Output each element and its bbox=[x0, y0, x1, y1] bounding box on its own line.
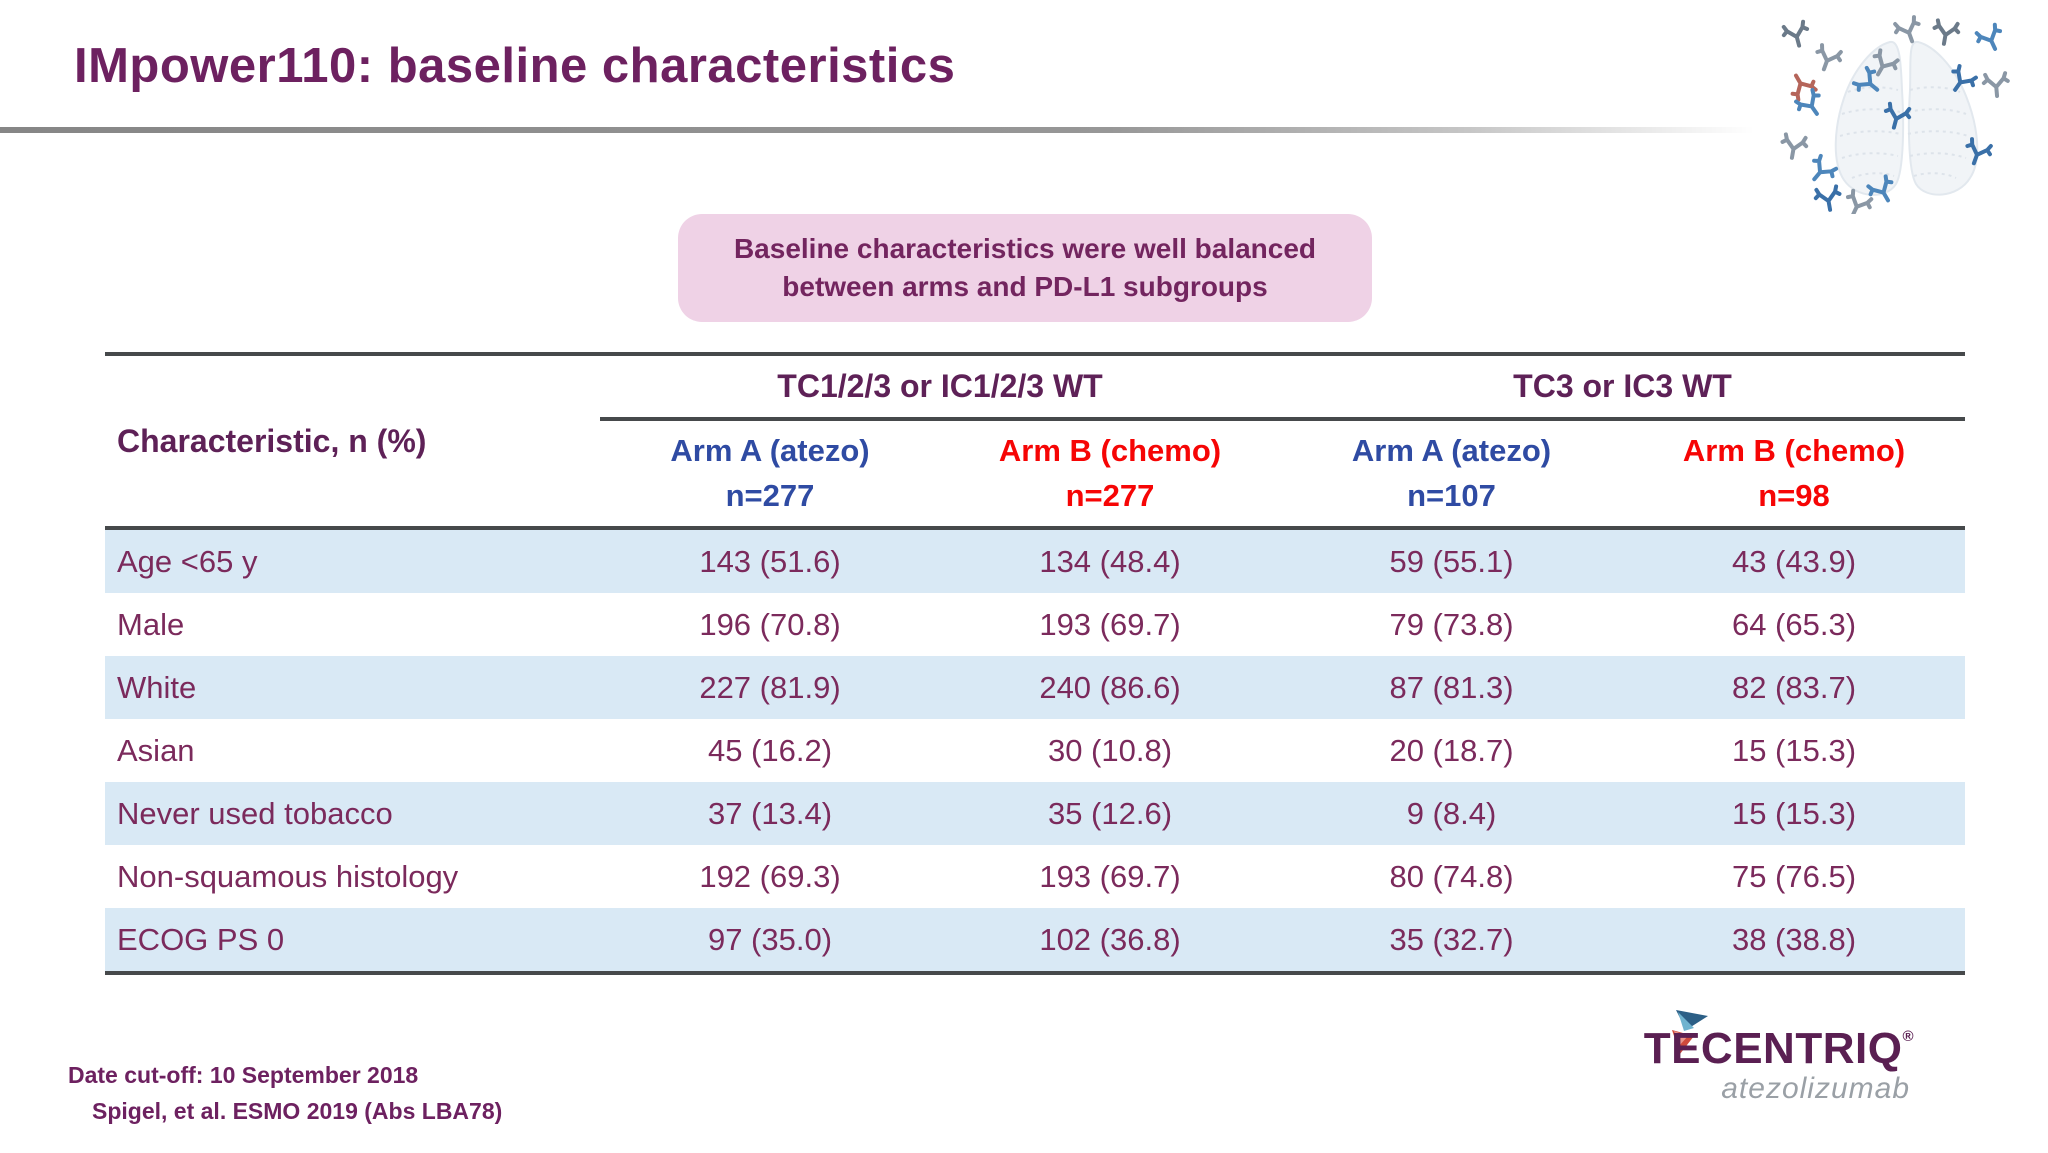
tecentriq-logo: TECENTRIQ® atezolizumab bbox=[1644, 1002, 1914, 1112]
column-header-arm-a-wt: Arm A (atezo) n=277 bbox=[600, 428, 940, 518]
table-row-male: Male 196 (70.8) 193 (69.7) 79 (73.8) 64 … bbox=[105, 593, 1965, 656]
cell-value: 79 (73.8) bbox=[1389, 606, 1514, 642]
row-label: Non-squamous histology bbox=[117, 858, 459, 894]
lungs-antibodies-icon bbox=[1780, 15, 2010, 214]
generic-drug-name: atezolizumab bbox=[1721, 1072, 1910, 1105]
cell-value: 64 (65.3) bbox=[1731, 606, 1857, 642]
title-divider bbox=[0, 127, 1790, 133]
arm-label: Arm A (atezo) bbox=[670, 433, 870, 468]
cell-value: 37 (13.4) bbox=[707, 795, 833, 831]
row-label: White bbox=[117, 669, 197, 705]
cell-value: 193 (69.7) bbox=[1039, 858, 1181, 894]
arm-n: n=107 bbox=[1407, 478, 1496, 513]
table-row-ecog-ps-0: ECOG PS 0 97 (35.0) 102 (36.8) 35 (32.7)… bbox=[105, 908, 1965, 971]
table-rule-top bbox=[105, 352, 1965, 356]
page-title: IMpower110: baseline characteristics bbox=[74, 39, 956, 93]
cell-value: 196 (70.8) bbox=[699, 606, 841, 642]
brand-name: TECENTRIQ bbox=[1643, 1024, 1903, 1073]
cell-value: 227 (81.9) bbox=[699, 669, 841, 705]
cell-value: 15 (15.3) bbox=[1731, 795, 1857, 831]
callout-banner: Baseline characteristics were well balan… bbox=[678, 214, 1372, 322]
table-rule-under-header bbox=[105, 526, 1965, 530]
date-cutoff-note: Date cut-off: 10 September 2018 bbox=[68, 1062, 419, 1088]
callout-line-2: between arms and PD-L1 subgroups bbox=[782, 271, 1268, 302]
citation-note: Spigel, et al. ESMO 2019 (Abs LBA78) bbox=[92, 1098, 503, 1124]
cell-value: 35 (12.6) bbox=[1047, 795, 1173, 831]
cell-value: 82 (83.7) bbox=[1731, 669, 1857, 705]
cell-value: 240 (86.6) bbox=[1039, 669, 1181, 705]
table-row-age: Age <65 y 143 (51.6) 134 (48.4) 59 (55.1… bbox=[105, 530, 1965, 593]
cell-value: 43 (43.9) bbox=[1731, 543, 1857, 579]
row-label: ECOG PS 0 bbox=[117, 921, 285, 957]
cell-value: 143 (51.6) bbox=[699, 543, 841, 579]
cell-value: 20 (18.7) bbox=[1389, 732, 1514, 768]
callout-line-1: Baseline characteristics were well balan… bbox=[733, 233, 1317, 264]
cell-value: 35 (32.7) bbox=[1389, 921, 1514, 957]
cell-value: 38 (38.8) bbox=[1731, 921, 1857, 957]
table-rule-under-groups bbox=[600, 417, 1965, 421]
row-label: Male bbox=[117, 606, 185, 642]
arm-n: n=98 bbox=[1758, 478, 1830, 513]
arm-n: n=277 bbox=[725, 478, 815, 513]
cell-value: 102 (36.8) bbox=[1039, 921, 1181, 957]
table-body: Age <65 y 143 (51.6) 134 (48.4) 59 (55.1… bbox=[105, 530, 1965, 971]
group-header-tc123: TC1/2/3 or IC1/2/3 WT bbox=[777, 368, 1103, 404]
cell-value: 192 (69.3) bbox=[699, 858, 841, 894]
characteristic-column-header: Characteristic, n (%) bbox=[117, 422, 427, 459]
column-header-arm-a-tc3: Arm A (atezo) n=107 bbox=[1280, 428, 1623, 518]
cell-value: 75 (76.5) bbox=[1731, 858, 1857, 894]
baseline-characteristics-table: Characteristic, n (%) TC1/2/3 or IC1/2/3… bbox=[105, 352, 1965, 975]
pdl1-subgroup-header-row: TC1/2/3 or IC1/2/3 WT TC3 or IC3 WT bbox=[600, 360, 1965, 412]
cell-value: 134 (48.4) bbox=[1039, 543, 1181, 579]
column-header-arm-b-tc3: Arm B (chemo) n=98 bbox=[1623, 428, 1965, 518]
arm-label: Arm A (atezo) bbox=[1351, 433, 1552, 468]
cell-value: 15 (15.3) bbox=[1731, 732, 1857, 768]
row-label: Asian bbox=[117, 732, 195, 768]
tecentriq-wordmark: TECENTRIQ® bbox=[1644, 1024, 1914, 1074]
row-label: Never used tobacco bbox=[117, 795, 393, 831]
arm-label: Arm B (chemo) bbox=[1682, 433, 1906, 468]
cell-value: 45 (16.2) bbox=[707, 732, 833, 768]
table-row-never-used-tobacco: Never used tobacco 37 (13.4) 35 (12.6) 9… bbox=[105, 782, 1965, 845]
cell-value: 97 (35.0) bbox=[707, 921, 833, 957]
cell-value: 193 (69.7) bbox=[1039, 606, 1181, 642]
arm-n: n=277 bbox=[1065, 478, 1155, 513]
tecentriq-bird-icon bbox=[1672, 1010, 1708, 1054]
cell-value: 59 (55.1) bbox=[1389, 543, 1514, 579]
table-row-non-squamous: Non-squamous histology 192 (69.3) 193 (6… bbox=[105, 845, 1965, 908]
group-header-tc3: TC3 or IC3 WT bbox=[1513, 368, 1732, 404]
registered-mark: ® bbox=[1902, 1028, 1914, 1045]
column-header-arm-b-wt: Arm B (chemo) n=277 bbox=[940, 428, 1280, 518]
table-row-white: White 227 (81.9) 240 (86.6) 87 (81.3) 82… bbox=[105, 656, 1965, 719]
arm-label: Arm B (chemo) bbox=[998, 433, 1222, 468]
table-row-asian: Asian 45 (16.2) 30 (10.8) 20 (18.7) 15 (… bbox=[105, 719, 1965, 782]
cell-value: 80 (74.8) bbox=[1389, 858, 1514, 894]
cell-value: 87 (81.3) bbox=[1389, 669, 1514, 705]
cell-value: 30 (10.8) bbox=[1047, 732, 1173, 768]
table-rule-bottom bbox=[105, 971, 1965, 975]
arm-column-header-row: Arm A (atezo) n=277 Arm B (chemo) n=277 … bbox=[600, 428, 1965, 518]
row-label: Age <65 y bbox=[117, 543, 258, 579]
cell-value: 9 (8.4) bbox=[1406, 795, 1497, 831]
